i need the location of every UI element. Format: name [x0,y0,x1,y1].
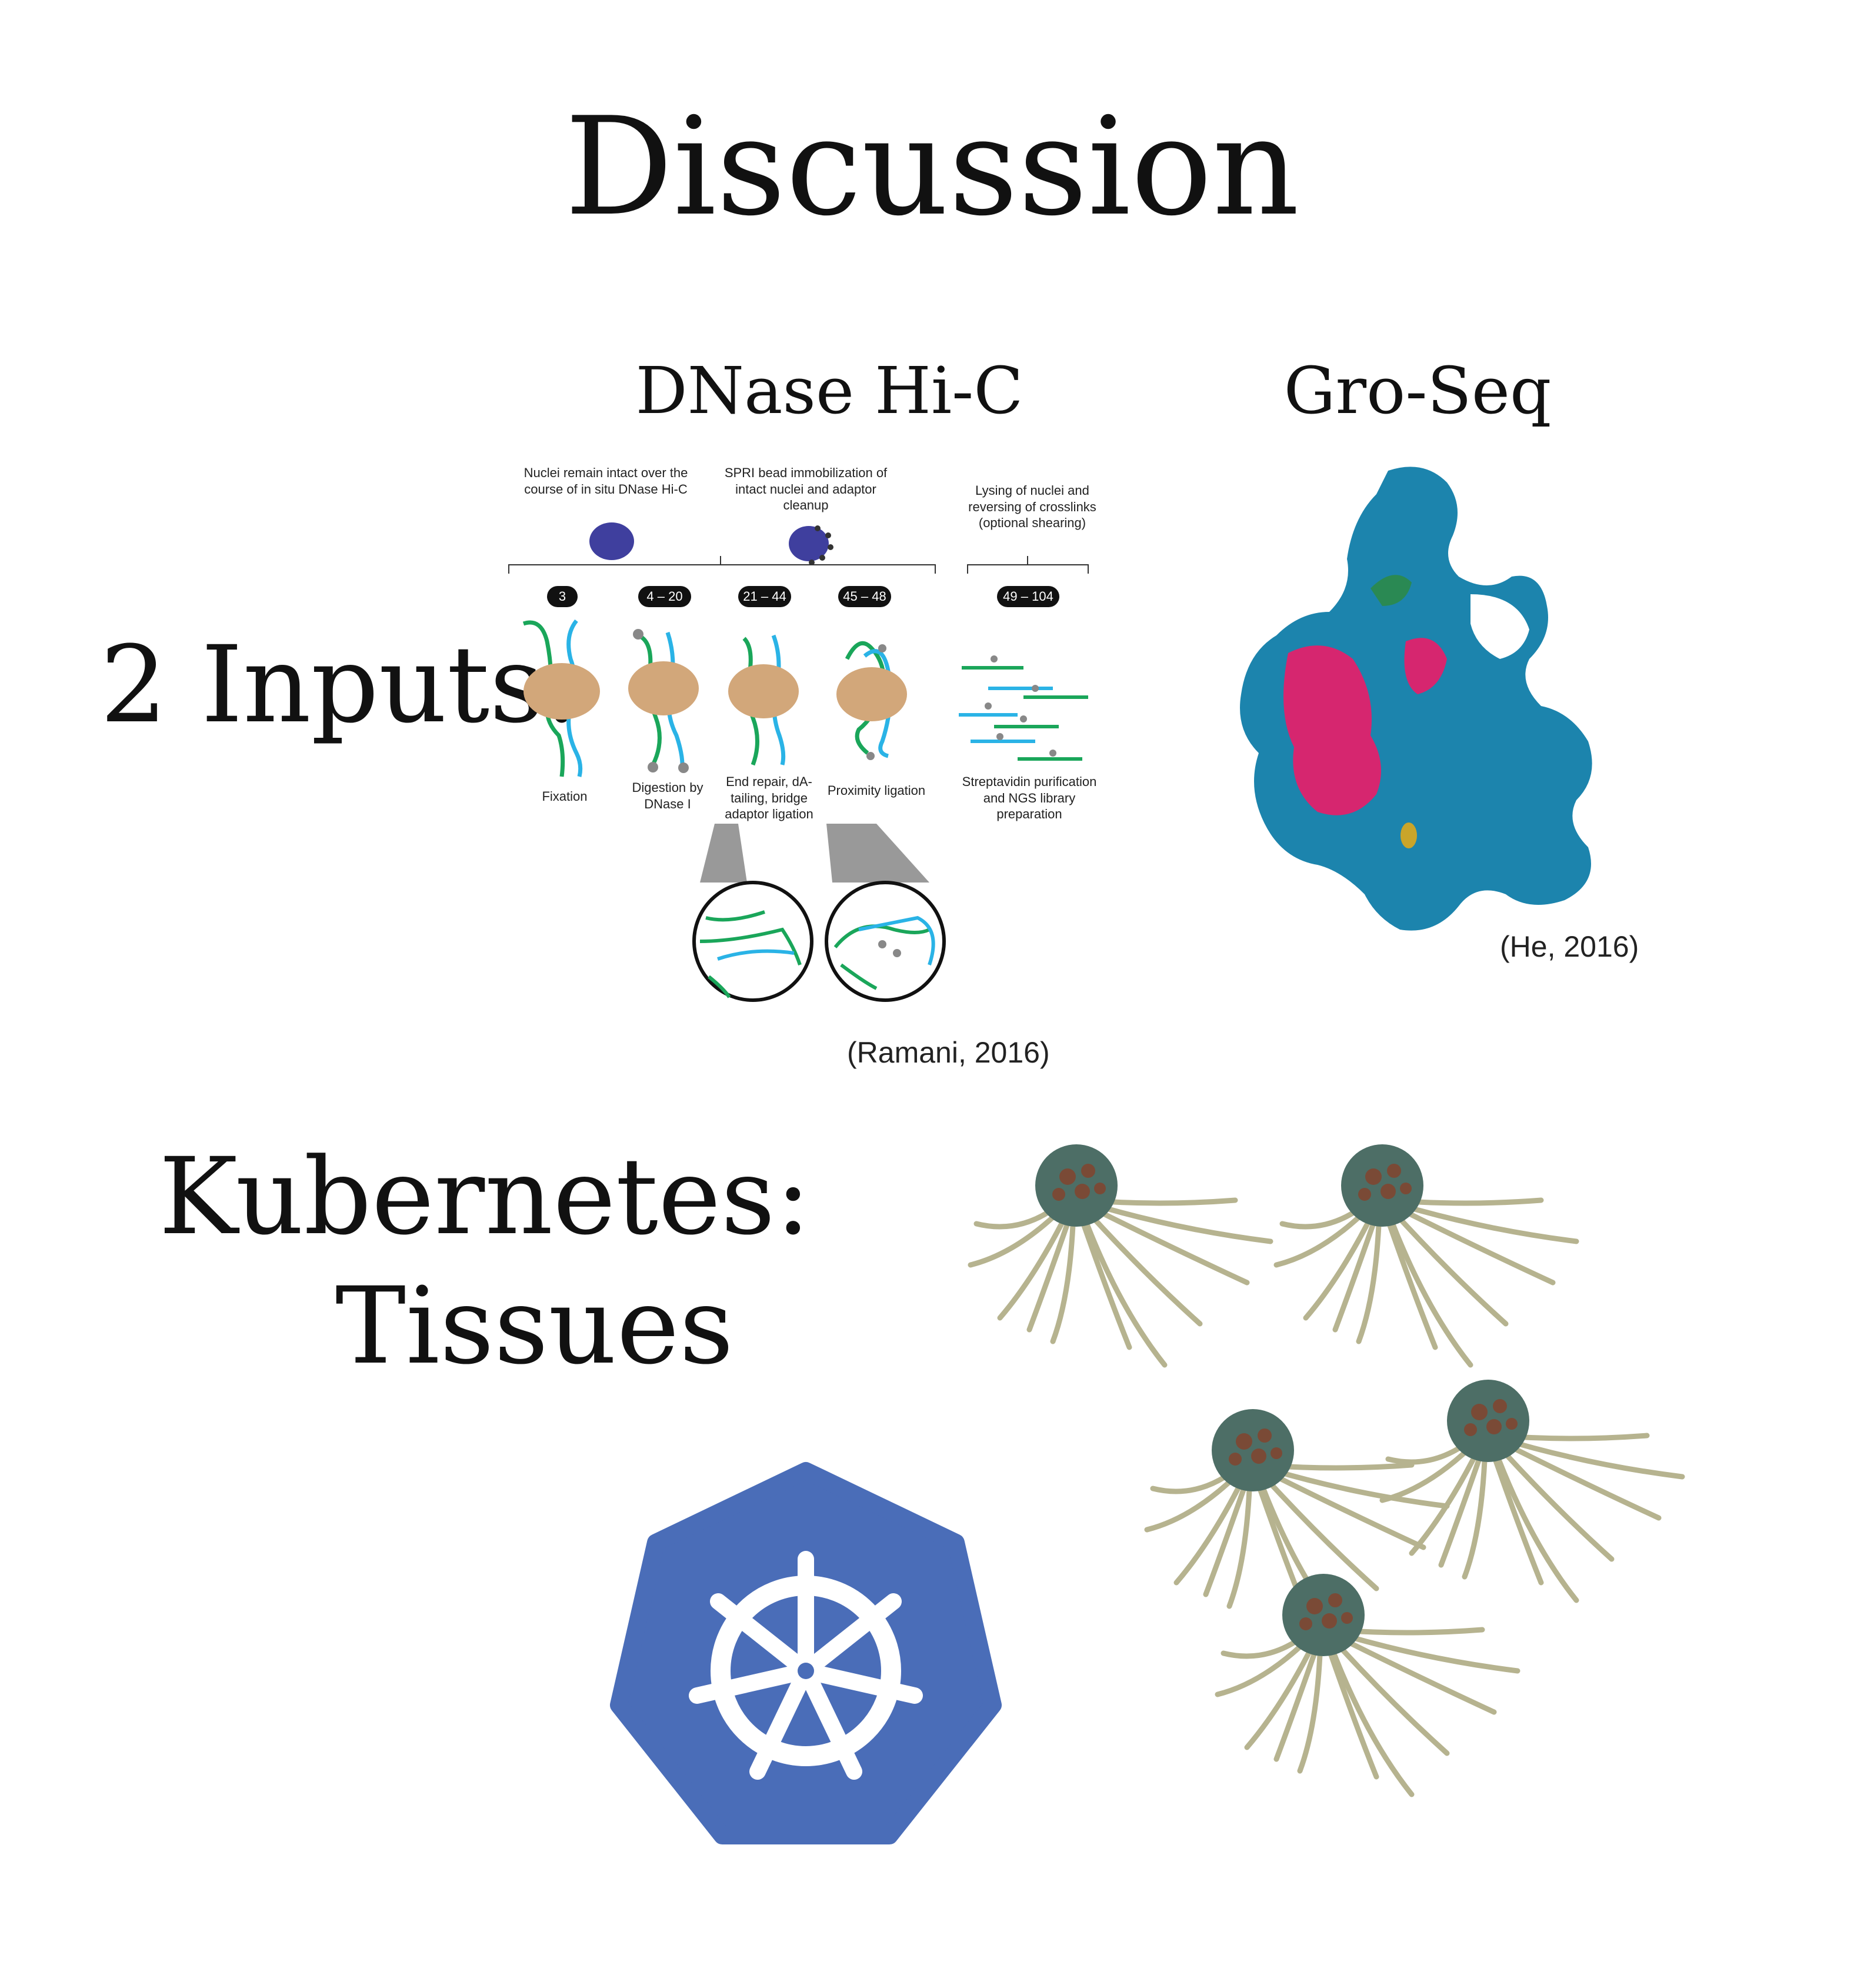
step-label-fixation: Fixation [542,789,588,804]
cell-image [1276,1144,1576,1365]
dnase-hic-schematic [508,522,1089,1002]
step-count: 49 – 104 [997,586,1059,607]
step-count: 4 – 20 [638,586,691,607]
caption-nuclei-intact: Nuclei remain intact over the course of … [523,465,688,497]
tissues-label: Tissues [335,1265,734,1388]
slide-title: Discussion [564,89,1300,246]
kubernetes-logo-icon [610,1462,1002,1844]
caption-lysing: Lysing of nuclei and reversing of crossl… [968,483,1096,530]
dnase-citation: (Ramani, 2016) [847,1036,1050,1069]
cell-image [971,1144,1271,1365]
zoom-funnel-left [700,824,747,883]
inputs-label: 2 Inputs: [100,624,580,747]
caption-spri: SPRI bead immobilization of intact nucle… [724,465,888,512]
groseq-citation: (He, 2016) [1500,930,1639,963]
polymerase-structure-image [1240,467,1592,931]
bead-nucleus-icon [789,525,833,565]
fixation-strands [522,619,600,777]
proximity-ligation-strands [836,641,907,760]
zoom-funnel-right [826,824,929,883]
end-repair-strands [728,634,799,766]
zoom-circle-right [825,881,946,1002]
cell-image [1218,1574,1518,1794]
cell-image [1382,1380,1682,1600]
step-label-proximity-ligation: Proximity ligation [827,783,926,798]
library-fragments [959,655,1088,761]
digestion-strands [628,629,699,773]
zoom-circle-left [692,881,813,1002]
groseq-heading: Gro-Seq [1283,353,1552,428]
nucleus-icon [589,522,634,560]
bracket-right [967,556,1089,574]
step-count: 3 [547,586,578,607]
cell-cluster-icon [965,1130,1765,1894]
step-count: 21 – 44 [738,586,791,607]
kubernetes-label: Kubernetes: [159,1135,811,1258]
bracket-left [508,556,936,574]
step-label-streptavidin: Streptavidin purification and NGS librar… [962,774,1097,821]
step-count: 45 – 48 [838,586,891,607]
step-label-end-repair: End repair, dA-tailing, bridge adaptor l… [725,774,813,821]
step-label-digestion: Digestion by DNase I [632,780,703,811]
dnase-hic-heading: DNase Hi-C [635,353,1023,428]
